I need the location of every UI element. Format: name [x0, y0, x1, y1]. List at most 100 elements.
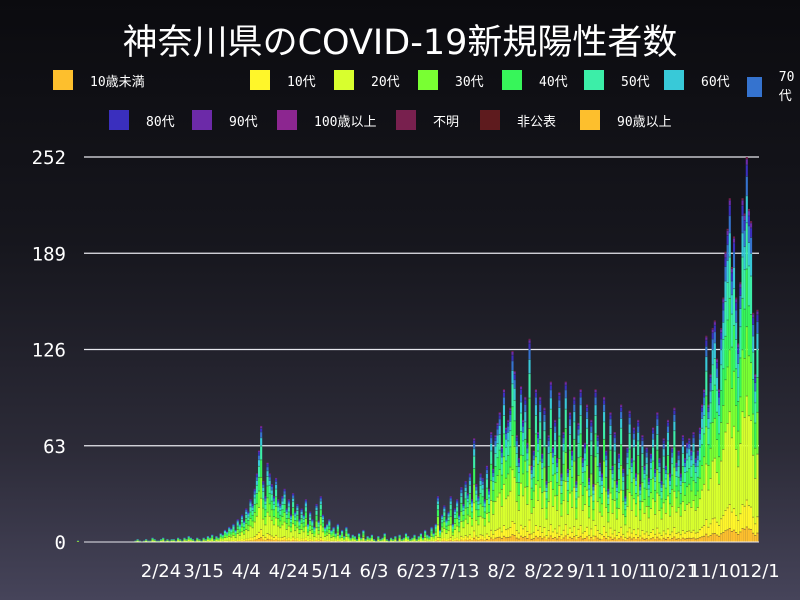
legend-item[interactable]: 90歳以上: [580, 110, 672, 130]
legend-item[interactable]: 70代: [747, 70, 800, 104]
segment-separator: [492, 476, 495, 477]
bar-segment: [228, 528, 231, 530]
bar-segment: [560, 493, 563, 504]
segment-separator: [728, 232, 731, 234]
segment-separator: [735, 309, 738, 311]
legend-item[interactable]: 60代: [664, 70, 730, 90]
segment-separator: [617, 462, 621, 463]
bar-segment: [692, 537, 695, 542]
segment-separator: [568, 536, 572, 538]
bar-segment: [730, 388, 733, 438]
bar-segment: [336, 535, 339, 540]
legend-item[interactable]: 40代: [502, 70, 568, 90]
bar-segment: [730, 346, 733, 388]
segment-separator: [524, 438, 527, 440]
bar-segment: [172, 540, 175, 541]
bar-segment: [713, 457, 716, 518]
bar-segment: [494, 440, 497, 446]
legend-item[interactable]: 90代: [192, 110, 258, 130]
bar-segment: [756, 516, 759, 533]
segment-separator: [309, 520, 312, 522]
bar-segment: [703, 389, 706, 393]
bar-segment: [424, 533, 427, 536]
bar-segment: [698, 433, 701, 439]
bar-segment: [404, 538, 408, 541]
bar-segment: [575, 481, 578, 483]
segment-separator: [543, 527, 546, 528]
bar-segment: [745, 268, 748, 327]
segment-separator: [739, 443, 742, 445]
segment-separator: [628, 423, 631, 425]
segment-separator: [581, 494, 584, 496]
bar-segment: [679, 476, 682, 481]
bar-segment: [590, 425, 593, 432]
segment-separator: [622, 500, 625, 502]
bar-segment: [398, 537, 401, 540]
legend-item[interactable]: 80代: [109, 110, 175, 130]
bar-segment: [219, 540, 222, 542]
bar-segment: [451, 539, 454, 542]
legend-item[interactable]: 20代: [334, 70, 400, 90]
segment-separator: [309, 516, 312, 518]
segment-separator: [709, 402, 712, 404]
bar-segment: [581, 466, 584, 473]
segment-separator: [473, 455, 476, 457]
bar-segment: [317, 539, 320, 542]
bar-segment: [573, 536, 576, 542]
bar-segment: [583, 531, 586, 539]
bar-segment: [315, 505, 318, 508]
segment-separator: [479, 534, 482, 536]
bar-segment: [496, 443, 499, 458]
bar-segment: [681, 437, 684, 441]
segment-separator: [543, 410, 546, 411]
bar-segment: [641, 437, 644, 441]
bar-segment: [473, 438, 476, 439]
bar-segment: [338, 535, 342, 536]
legend-item[interactable]: 10代: [250, 70, 316, 90]
segment-separator: [539, 404, 542, 405]
bar-segment: [641, 435, 644, 438]
bar-segment: [345, 536, 348, 541]
legend-item[interactable]: 100歳以上: [277, 110, 376, 130]
bar-segment: [498, 492, 501, 528]
bar-segment: [528, 519, 531, 534]
bar-segment: [479, 534, 482, 540]
bar-segment: [432, 535, 435, 537]
segment-separator: [509, 536, 512, 538]
legend-item[interactable]: 50代: [584, 70, 650, 90]
segment-separator: [502, 525, 506, 526]
bar-segment: [594, 389, 597, 393]
bar-segment: [652, 460, 655, 478]
bar-segment: [609, 492, 612, 528]
segment-separator: [730, 531, 733, 532]
bar-segment: [483, 537, 486, 541]
segment-separator: [311, 533, 314, 534]
legend-item[interactable]: 非公表: [480, 110, 556, 130]
bar-segment: [243, 521, 246, 522]
legend-swatch: [418, 70, 438, 90]
bar-segment: [445, 525, 448, 530]
bar-segment: [458, 522, 461, 527]
bar-segment: [532, 490, 535, 508]
segment-separator: [571, 465, 574, 467]
legend-item[interactable]: 10歳未満: [53, 70, 145, 90]
segment-separator: [309, 524, 312, 526]
segment-separator: [275, 488, 278, 490]
bar-segment: [707, 418, 710, 428]
segment-separator: [460, 492, 463, 494]
bar-segment: [279, 520, 282, 528]
bar-segment: [560, 539, 563, 542]
segment-separator: [260, 537, 263, 539]
bar-segment: [319, 503, 322, 510]
bar-segment: [605, 538, 608, 542]
bar-segment: [336, 525, 339, 527]
bar-segment: [752, 413, 755, 455]
legend-item[interactable]: 30代: [418, 70, 484, 90]
bar-segment: [289, 515, 293, 518]
segment-separator: [677, 507, 680, 508]
legend-item[interactable]: 不明: [396, 110, 459, 130]
segment-separator: [696, 465, 699, 467]
bar-segment: [605, 465, 608, 477]
bar-segment: [270, 509, 273, 520]
segment-separator: [279, 527, 282, 529]
